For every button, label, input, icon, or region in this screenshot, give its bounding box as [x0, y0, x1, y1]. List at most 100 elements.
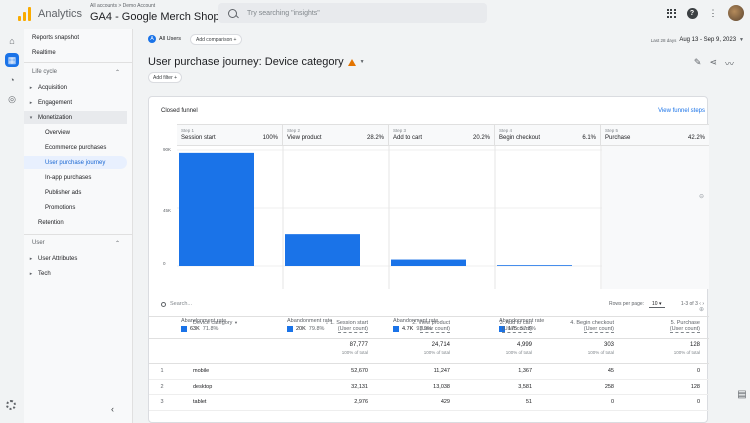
- sidebar-item-label: In-app purchases: [45, 174, 92, 181]
- segment-label: All Users: [159, 36, 182, 42]
- edit-icon[interactable]: ✎: [693, 57, 702, 67]
- step-number: Step 4: [499, 128, 513, 133]
- dimension-header[interactable]: Device category ▼: [175, 316, 295, 339]
- property-selector[interactable]: GA4 - Google Merch Shop ▼: [90, 11, 228, 23]
- settings-gear-icon[interactable]: [6, 400, 16, 410]
- warning-icon[interactable]: [347, 58, 356, 66]
- all-users-chip[interactable]: A All Users: [148, 35, 181, 43]
- funnel-step-5[interactable]: Step 5 Purchase 42.2%: [601, 125, 709, 147]
- chevron-up-icon[interactable]: ⌃: [114, 241, 120, 247]
- column-title: 5. Purchase: [670, 320, 700, 326]
- chevron-left-icon[interactable]: ‹: [699, 301, 701, 307]
- avatar[interactable]: [728, 5, 744, 21]
- collapse-sidebar-icon[interactable]: ‹: [111, 404, 114, 414]
- date-range-picker[interactable]: Last 28 days Aug 13 - Sep 9, 2023 ▼: [651, 37, 744, 43]
- sidebar-item-acquisition[interactable]: ▸ Acquisition: [24, 81, 127, 94]
- column-header-add-to-cart[interactable]: 3. Add to cart (User count): [459, 316, 541, 339]
- total-subtext: 100% of total: [673, 350, 700, 355]
- sidebar-item-user-purchase-journey[interactable]: User purchase journey: [24, 156, 127, 169]
- cell-value: 1,367: [459, 363, 541, 380]
- y-tick-label: 0: [163, 261, 166, 266]
- step-percent: 20.2%: [472, 135, 490, 141]
- column-header-view-product[interactable]: 2. View product (User count): [377, 316, 459, 339]
- reports-icon[interactable]: ▦: [5, 53, 19, 67]
- share-icon[interactable]: ⋖: [709, 57, 717, 67]
- expand-arrow-icon: ▸: [29, 84, 33, 91]
- chevron-down-icon: ▼: [739, 37, 744, 43]
- sort-arrow-icon: ↓: [325, 320, 331, 326]
- funnel-bar-4[interactable]: [497, 265, 572, 266]
- sidebar-item-overview[interactable]: Overview: [24, 126, 127, 139]
- home-icon[interactable]: ⌂: [9, 36, 15, 46]
- table-row[interactable]: 2 desktop 32,131 13,038 3,581 258 128: [149, 379, 709, 395]
- sidebar-item-publisher-ads[interactable]: Publisher ads: [24, 186, 127, 199]
- cell-value: 2,976: [295, 394, 377, 411]
- sidebar-item-promotions[interactable]: Promotions: [24, 201, 127, 214]
- sidebar-item-tech[interactable]: ▸ Tech: [24, 267, 127, 280]
- funnel-step-3[interactable]: Step 3 Add to cart 20.2%: [389, 125, 495, 147]
- help-icon[interactable]: ?: [686, 7, 698, 19]
- sidebar-item-monetization[interactable]: ▾ Monetization: [24, 111, 127, 124]
- rows-per-page-select[interactable]: 10 ▾: [649, 301, 665, 308]
- top-right-icons: ? ⋮: [665, 5, 744, 21]
- chevron-up-icon[interactable]: ⌃: [114, 70, 120, 76]
- analytics-logo-icon[interactable]: [18, 7, 32, 21]
- sidebar-item-label: Realtime: [32, 49, 56, 56]
- total-value: 4,999: [516, 342, 532, 348]
- pagination-range: 1-3 of 3 ‹ ›: [681, 301, 704, 307]
- explore-icon[interactable]: ◔: [9, 75, 15, 85]
- row-device: tablet: [175, 394, 295, 411]
- y-tick-label: 45K: [163, 208, 172, 213]
- funnel-bar-2[interactable]: [285, 234, 360, 266]
- sidebar-item-label: Promotions: [45, 204, 76, 211]
- row-index: 1: [149, 363, 175, 380]
- advertising-icon[interactable]: ◎: [8, 93, 16, 104]
- insights-icon[interactable]: 〰: [724, 59, 734, 69]
- sidebar-item-engagement[interactable]: ▸ Engagement: [24, 96, 127, 109]
- column-header-purchase[interactable]: 5. Purchase (User count): [623, 316, 709, 339]
- view-funnel-steps-link[interactable]: View funnel steps: [658, 108, 705, 114]
- sidebar-item-label: Monetization: [38, 114, 73, 121]
- cell-value: 0: [541, 394, 623, 411]
- sidebar-item-user-attributes[interactable]: ▸ User Attributes: [24, 252, 127, 265]
- y-tick-label: 90K: [163, 147, 172, 152]
- chevron-down-icon: ▼: [233, 320, 238, 325]
- column-header-begin-checkout[interactable]: 4. Begin checkout (User count): [541, 316, 623, 339]
- column-title: 1. Session start: [330, 320, 368, 326]
- table-row[interactable]: 3 tablet 2,976 429 51 0 0: [149, 394, 709, 411]
- sidebar-item-label: Acquisition: [38, 84, 68, 91]
- funnel-step-1[interactable]: Step 1 Session start 100%: [177, 125, 283, 147]
- apps-icon[interactable]: [665, 7, 677, 19]
- search-bar[interactable]: Try searching "insights": [218, 3, 487, 23]
- funnel-step-4[interactable]: Step 4 Begin checkout 6.1%: [495, 125, 601, 147]
- column-header-session-start[interactable]: ↓ 1. Session start (User count): [295, 316, 377, 339]
- sidebar-item-label: Overview: [45, 129, 71, 136]
- row-index: 3: [149, 394, 175, 411]
- sidebar-item-reports-snapshot[interactable]: Reports snapshot: [24, 31, 127, 44]
- dimension-header-label: Device category: [193, 320, 233, 326]
- cell-value: 0: [623, 363, 709, 380]
- chevron-down-icon[interactable]: ▼: [359, 59, 365, 65]
- funnel-bar-3[interactable]: [391, 259, 466, 266]
- more-vert-icon[interactable]: ⋮: [708, 7, 718, 18]
- cell-value: 429: [377, 394, 459, 411]
- funnel-bar-1[interactable]: [179, 152, 254, 266]
- table-search[interactable]: Search...: [161, 301, 192, 307]
- scroll-down-icon[interactable]: ⊕: [699, 307, 705, 313]
- scroll-up-icon[interactable]: ⊖: [699, 194, 705, 200]
- sidebar-item-in-app-purchases[interactable]: In-app purchases: [24, 171, 127, 184]
- chevron-right-icon[interactable]: ›: [702, 301, 704, 307]
- breadcrumb[interactable]: All accounts > Demo Account: [90, 3, 156, 9]
- cell-value: 0: [623, 394, 709, 411]
- row-index: 2: [149, 379, 175, 395]
- feedback-icon[interactable]: ▤: [737, 389, 747, 400]
- page-title-text: User purchase journey: Device category: [148, 56, 344, 68]
- sidebar-item-retention[interactable]: Retention: [24, 216, 127, 229]
- table-row[interactable]: 1 mobile 52,670 11,247 1,367 45 0: [149, 363, 709, 380]
- funnel-step-2[interactable]: Step 2 View product 28.2%: [283, 125, 389, 147]
- add-comparison-button[interactable]: Add comparison +: [190, 34, 243, 45]
- sidebar-item-realtime[interactable]: Realtime: [24, 46, 127, 59]
- sidebar-item-ecommerce-purchases[interactable]: Ecommerce purchases: [24, 141, 127, 154]
- row-device: mobile: [175, 363, 295, 380]
- add-filter-button[interactable]: Add filter +: [148, 72, 183, 83]
